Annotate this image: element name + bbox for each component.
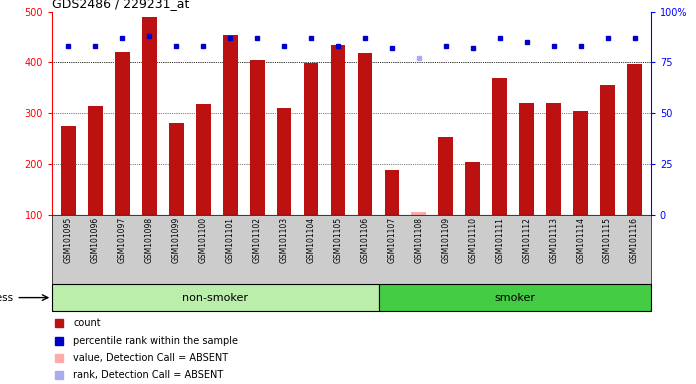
Bar bbox=[88, 106, 103, 215]
Bar bbox=[379, 284, 651, 311]
Text: GSM101115: GSM101115 bbox=[603, 217, 612, 263]
Text: count: count bbox=[73, 318, 101, 328]
Text: GSM101116: GSM101116 bbox=[630, 217, 639, 263]
Bar bbox=[600, 85, 615, 215]
Text: GSM101110: GSM101110 bbox=[468, 217, 477, 263]
Bar bbox=[519, 103, 534, 215]
Bar bbox=[574, 111, 588, 215]
Bar bbox=[384, 170, 400, 215]
Text: value, Detection Call = ABSENT: value, Detection Call = ABSENT bbox=[73, 353, 228, 363]
Text: GSM101098: GSM101098 bbox=[145, 217, 154, 263]
Bar bbox=[492, 78, 507, 215]
Bar bbox=[61, 126, 76, 215]
Text: non-smoker: non-smoker bbox=[182, 293, 248, 303]
Text: GSM101108: GSM101108 bbox=[414, 217, 423, 263]
Text: GSM101103: GSM101103 bbox=[280, 217, 289, 263]
Text: GSM101114: GSM101114 bbox=[576, 217, 585, 263]
Bar bbox=[411, 212, 426, 215]
Text: GSM101096: GSM101096 bbox=[91, 217, 100, 263]
Text: rank, Detection Call = ABSENT: rank, Detection Call = ABSENT bbox=[73, 370, 223, 380]
Text: GSM101102: GSM101102 bbox=[253, 217, 262, 263]
Text: percentile rank within the sample: percentile rank within the sample bbox=[73, 336, 238, 346]
Bar bbox=[627, 64, 642, 215]
Bar bbox=[52, 284, 379, 311]
Text: GSM101097: GSM101097 bbox=[118, 217, 127, 263]
Bar bbox=[438, 137, 453, 215]
Text: GSM101112: GSM101112 bbox=[522, 217, 531, 263]
Text: GSM101100: GSM101100 bbox=[198, 217, 207, 263]
Text: GSM101113: GSM101113 bbox=[549, 217, 558, 263]
Bar bbox=[223, 35, 237, 215]
Text: GSM101095: GSM101095 bbox=[64, 217, 73, 263]
Bar bbox=[250, 60, 264, 215]
Bar bbox=[546, 103, 561, 215]
Bar bbox=[466, 162, 480, 215]
Bar bbox=[358, 53, 372, 215]
Bar bbox=[196, 104, 211, 215]
Text: GSM101101: GSM101101 bbox=[226, 217, 235, 263]
Text: GSM101111: GSM101111 bbox=[496, 217, 505, 263]
Text: GSM101105: GSM101105 bbox=[333, 217, 342, 263]
Text: smoker: smoker bbox=[494, 293, 535, 303]
Text: GSM101107: GSM101107 bbox=[388, 217, 397, 263]
Bar bbox=[142, 17, 157, 215]
Bar bbox=[169, 124, 184, 215]
Bar bbox=[115, 52, 129, 215]
Text: GSM101104: GSM101104 bbox=[306, 217, 315, 263]
Text: GSM101106: GSM101106 bbox=[361, 217, 370, 263]
Text: GSM101109: GSM101109 bbox=[441, 217, 450, 263]
Bar bbox=[303, 63, 319, 215]
Bar bbox=[276, 108, 292, 215]
Text: GSM101099: GSM101099 bbox=[172, 217, 181, 263]
Text: stress: stress bbox=[0, 293, 13, 303]
Text: GDS2486 / 229231_at: GDS2486 / 229231_at bbox=[52, 0, 189, 10]
Bar bbox=[331, 45, 345, 215]
